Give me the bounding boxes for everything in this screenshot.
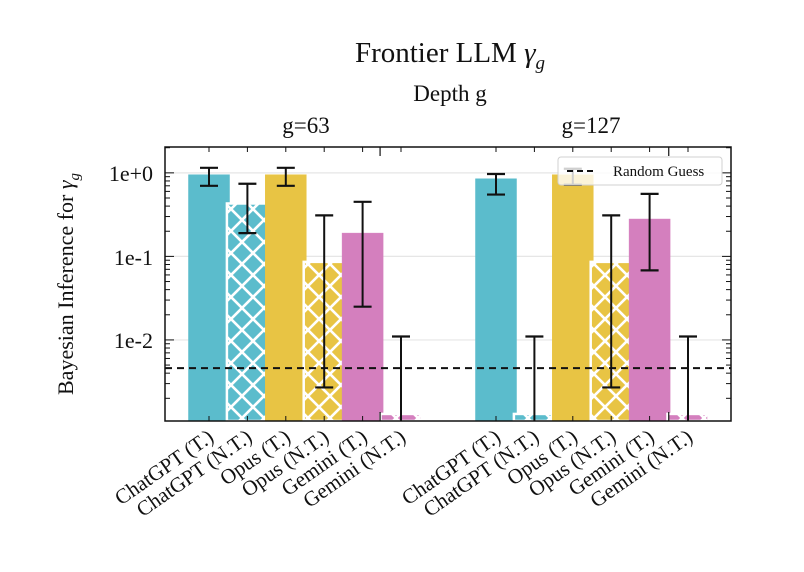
bar [265,174,307,421]
legend: Random Guess [557,156,723,186]
y-tick-label-1: 1e-1 [114,245,153,270]
chart-title: Frontier LLM γg [355,37,545,74]
legend-label: Random Guess [613,164,704,180]
bar [475,178,517,421]
bar [188,174,230,421]
y-axis-label: Bayesian Inference for γg [53,172,83,395]
group-label-0: g=63 [282,113,329,138]
bar-hatch [226,203,268,421]
x-tick-labels: ChatGPT (T.) ChatGPT (N.T.) Opus (T.) Op… [110,424,697,521]
y-tick-label-2: 1e-2 [114,328,153,353]
bar [552,174,594,421]
y-tick-label-0: 1e+0 [109,161,153,186]
plot-frame [164,146,732,422]
legend-box [557,156,723,186]
group-label-1: g=127 [562,113,621,138]
axis-ticks [165,147,731,421]
chart-subtitle: Depth g [413,81,487,106]
bars [188,174,710,421]
